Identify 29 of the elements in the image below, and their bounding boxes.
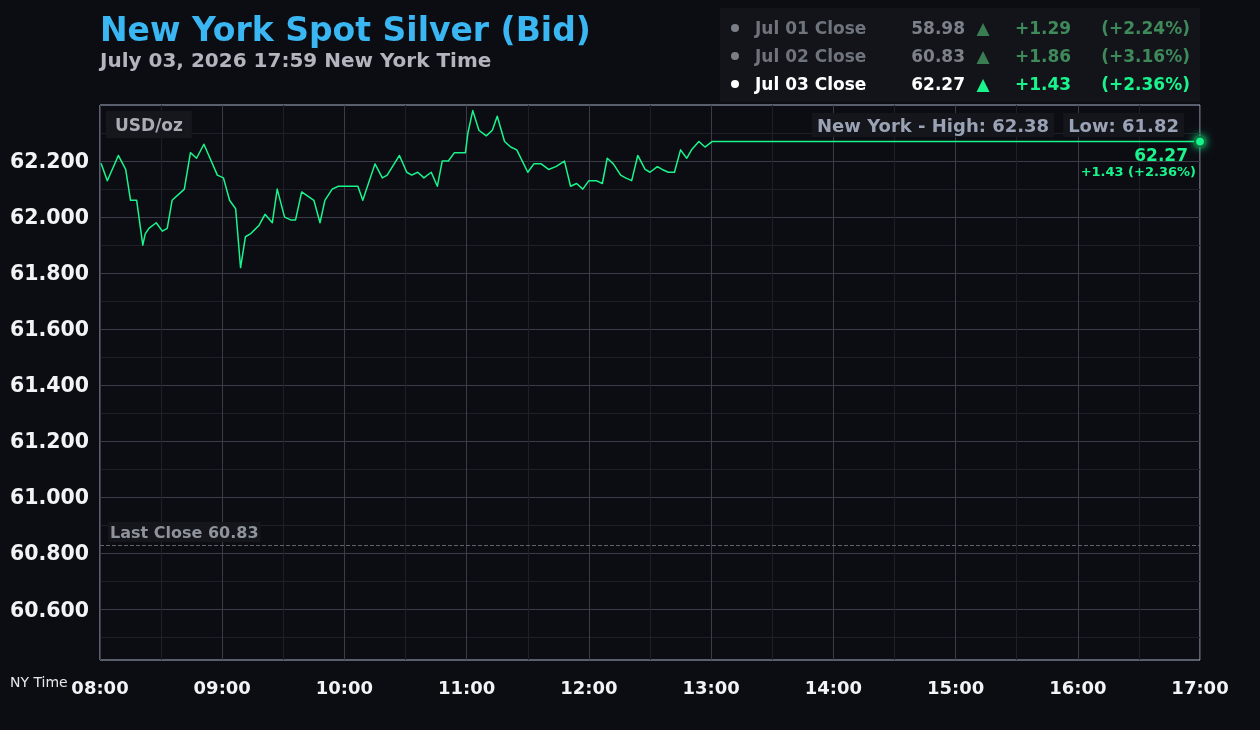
y-tick-label: 61.800: [10, 261, 90, 286]
x-tick-label: 13:00: [682, 676, 740, 698]
x-tick-label: 16:00: [1049, 676, 1107, 698]
y-tick-label: 61.000: [10, 485, 90, 510]
y-tick-label: 60.800: [10, 541, 90, 566]
x-tick-label: 14:00: [804, 676, 862, 698]
close-table: Jul 01 Close 58.98 ▲ +1.29 (+2.24%) Jul 02 Close 60.83 ▲ +1.86 (+3.16%) Jul 03 Close 62.27 ▲ +1.43 (+2.36%): [720, 8, 1200, 102]
x-tick-label: 09:00: [193, 676, 251, 698]
annotation: Low: 61.82: [1068, 114, 1179, 136]
annotation: +1.43 (+2.36%): [1080, 164, 1196, 180]
y-axis-title: USD/oz: [115, 114, 184, 135]
chart-subtitle: July 03, 2026 17:59 New York Time: [98, 48, 492, 72]
x-tick-label: 10:00: [315, 676, 374, 698]
x-tick-label: 11:00: [438, 676, 496, 698]
x-tick-label: 15:00: [926, 676, 985, 698]
y-tick-label: 61.200: [10, 429, 90, 454]
x-axis-title: NY Time: [10, 674, 68, 690]
y-tick-label: 61.600: [10, 317, 90, 342]
x-tick-label: 12:00: [560, 676, 618, 698]
chart-title: New York Spot Silver (Bid): [100, 10, 591, 49]
annotation: 62.27: [1134, 144, 1188, 165]
annotation: New York - High: 62.38: [817, 114, 1050, 136]
ref-line-label: Last Close 60.83: [110, 522, 259, 542]
y-tick-label: 62.000: [10, 205, 90, 230]
y-tick-label: 60.600: [10, 597, 90, 622]
x-tick-label: 08:00: [71, 676, 129, 698]
y-tick-label: 61.400: [10, 373, 90, 398]
x-tick-label: 17:00: [1171, 676, 1229, 698]
y-tick-label: 62.200: [10, 149, 90, 174]
